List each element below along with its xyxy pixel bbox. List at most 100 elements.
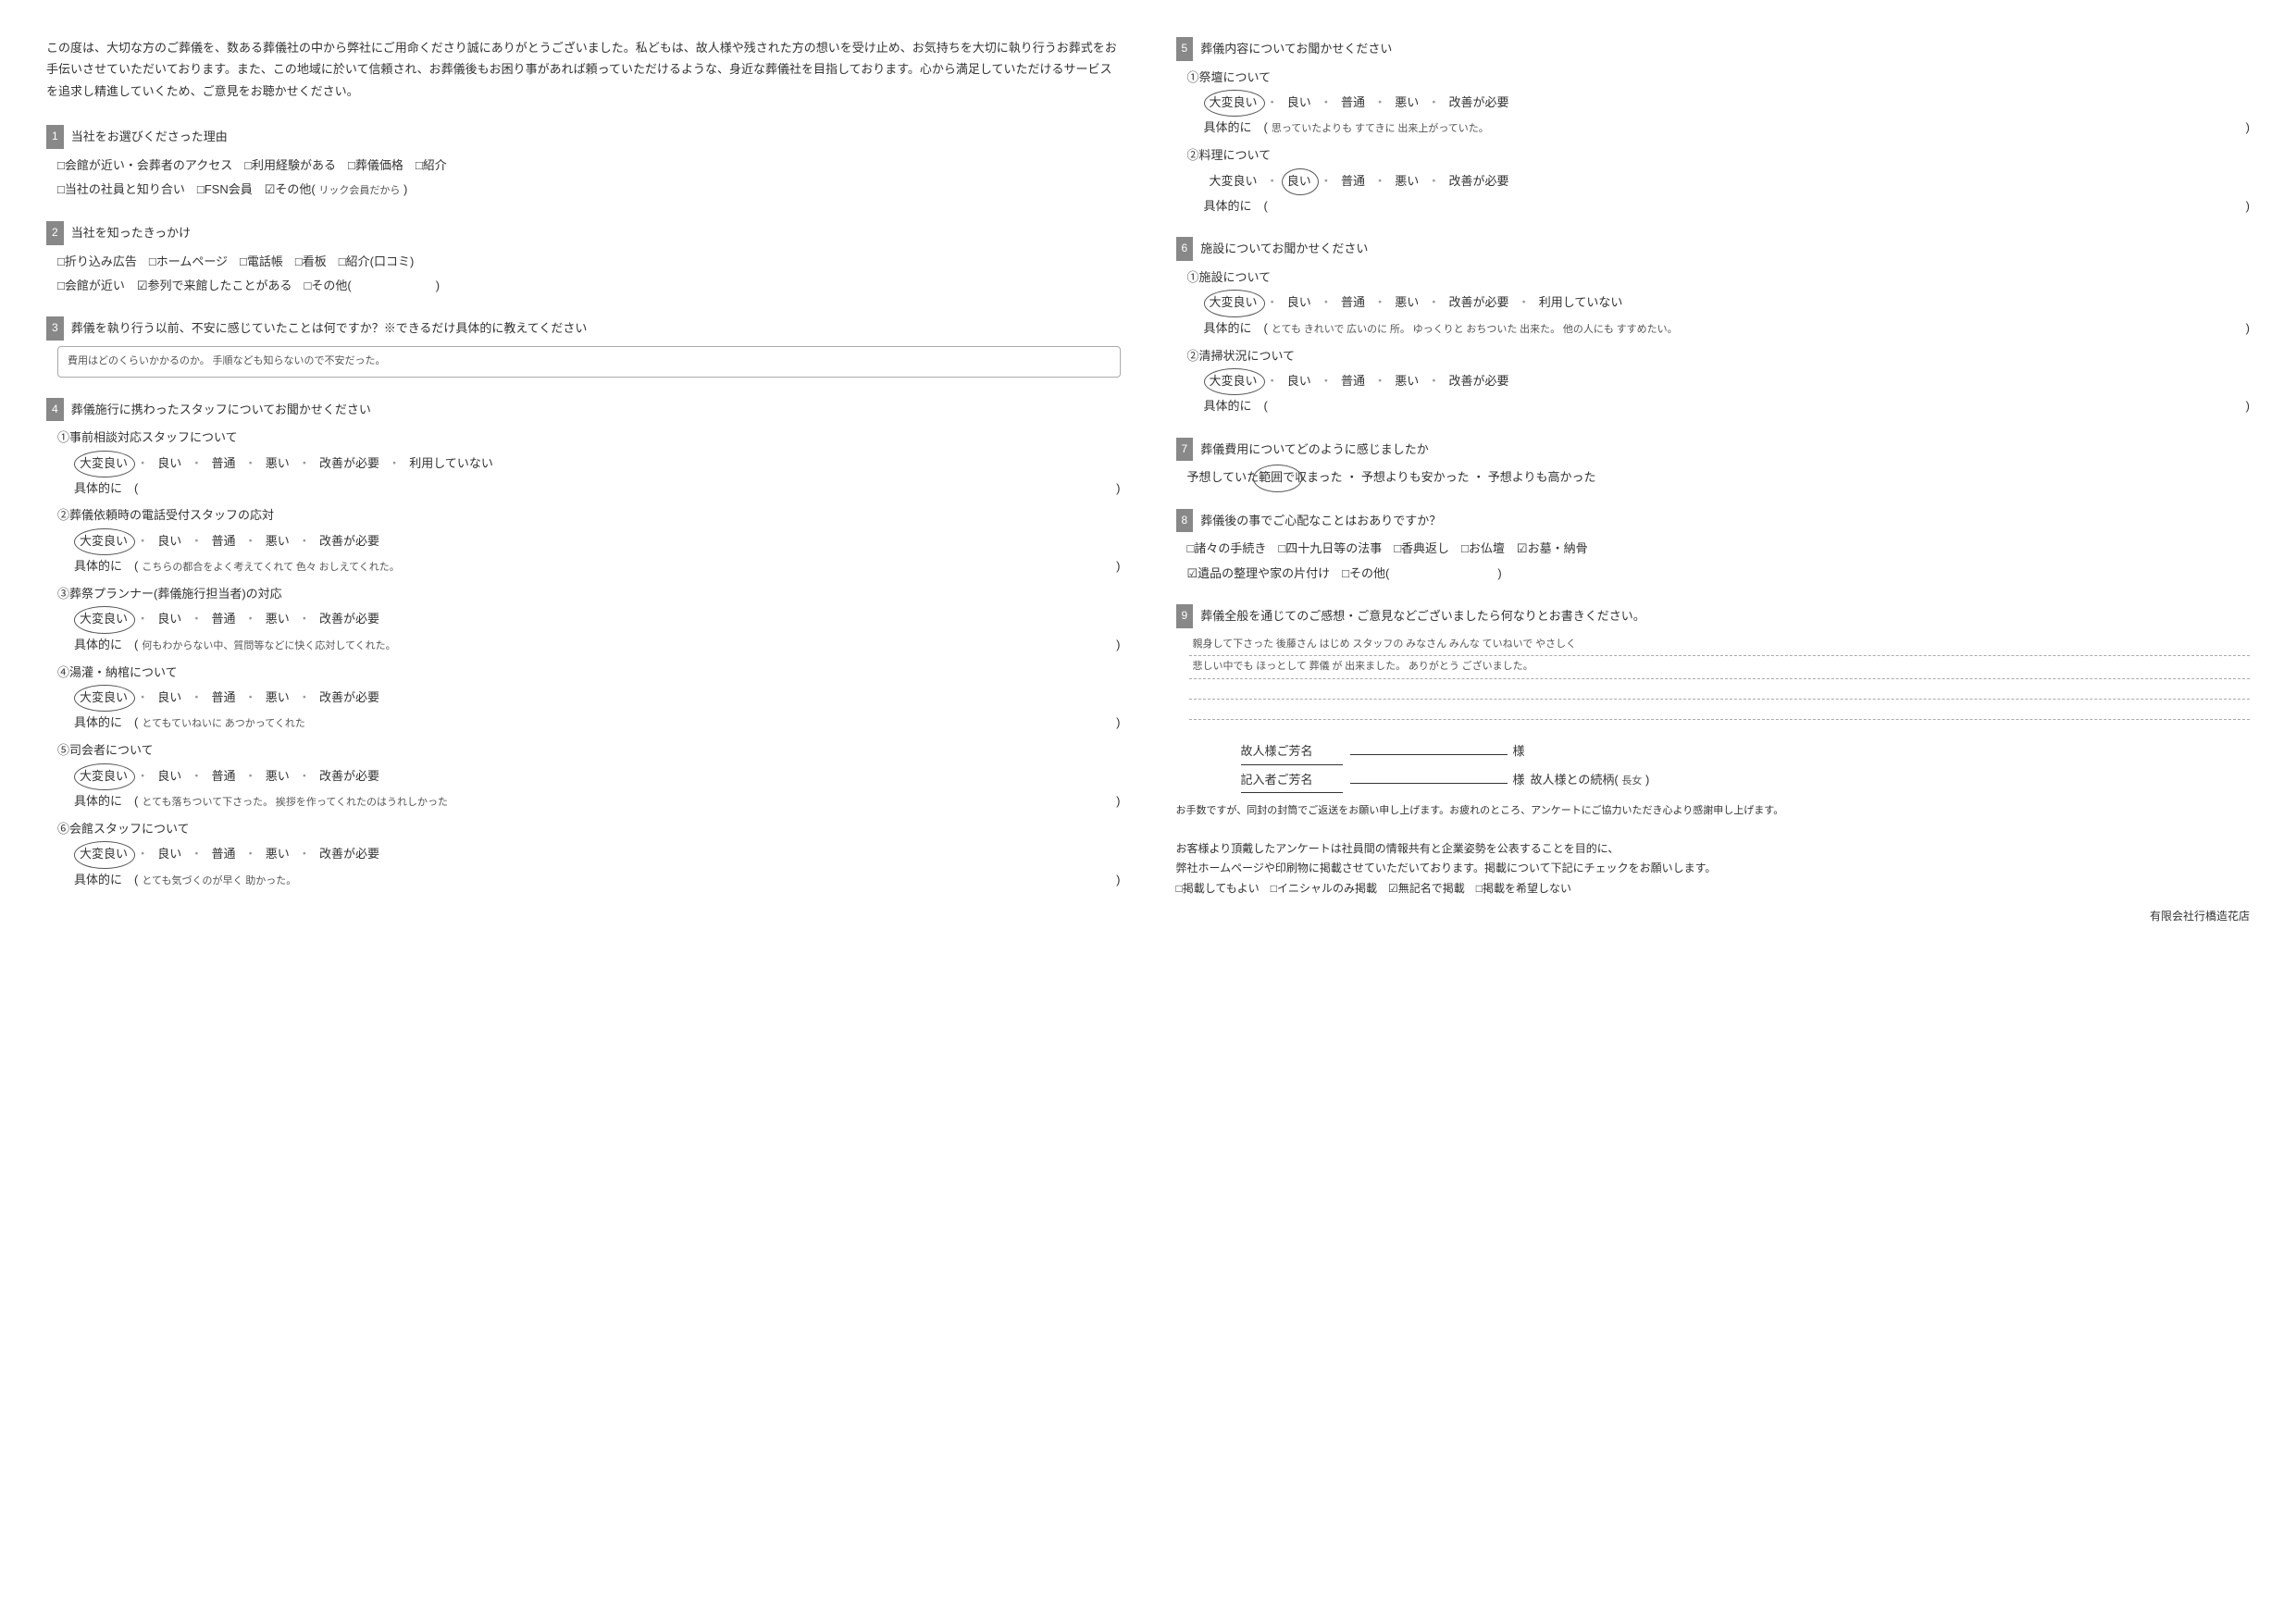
company-name: 有限会社行橋造花店 [1176,907,2251,927]
section-title-7: 葬儀費用についてどのように感じましたか [1200,439,1429,460]
q5-item-label-0: ①祭壇について [1187,67,2251,88]
relation-label: 故人様との続柄( 長女 ) [1531,769,1650,791]
q4-rating-3-4: 改善が必要 [319,690,379,704]
q4-ratings-4: 大変良い ・ 良い ・ 普通 ・ 悪い ・ 改善が必要 [57,765,1121,787]
q6-rating-1-4: 改善が必要 [1449,374,1509,388]
q4-rating-3-3: 悪い [266,690,290,704]
q4-rating-0-0: 大変良い [80,452,128,474]
q6-item-0: ①施設について大変良い ・ 良い ・ 普通 ・ 悪い ・ 改善が必要 ・ 利用し… [1187,267,2251,340]
intro-text: この度は、大切な方のご葬儀を、数ある葬儀社の中から弊社にご用命くださり誠にありが… [46,37,1121,102]
q5-ratings-0: 大変良い ・ 良い ・ 普通 ・ 悪い ・ 改善が必要 [1187,92,2251,113]
q4-rating-1-4: 改善が必要 [319,534,379,548]
section-9: 9 葬儀全般を通じてのご感想・ご意見などございましたら何なりとお書きください。 … [1176,604,2251,720]
q2-line2: □会館が近い ☑参列で来館したことがある □その他( ) [46,275,1121,296]
q6-rating-0-4: 改善が必要 [1449,295,1509,309]
section-num-6: 6 [1176,237,1194,261]
q5-rating-0-0: 大変良い [1210,92,1258,113]
q6-item-1: ②清掃状況について大変良い ・ 良い ・ 普通 ・ 悪い ・ 改善が必要具体的に… [1187,345,2251,417]
q4-item-label-4: ⑤司会者について [57,739,1121,761]
suffix-sama-2: 様 [1513,769,1525,790]
q6-item-label-1: ②清掃状況について [1187,345,2251,366]
q4-rating-5-0: 大変良い [80,843,128,864]
q4-item-1: ②葬儀依頼時の電話受付スタッフの応対大変良い ・ 良い ・ 普通 ・ 悪い ・ … [57,504,1121,577]
q4-rating-2-2: 普通 [212,612,236,626]
q4-detail-text-5: とても気づくのが早く 助かった。 [142,873,1116,891]
q6-rating-1-2: 普通 [1341,374,1365,388]
q4-rating-4-4: 改善が必要 [319,769,379,783]
writer-name-field [1350,781,1508,784]
return-note: お手数ですが、同封の封筒でご返送をお願い申し上げます。お疲れのところ、アンケート… [1176,802,2251,821]
q4-rating-4-0: 大変良い [80,765,128,787]
q3-note: 費用はどのくらいかかるのか。 手順なども知らないので不安だった。 [57,346,1121,378]
q6-detail-1: 具体的に () [1187,395,2251,416]
section-num-4: 4 [46,398,64,422]
q8-line2: ☑遺品の整理や家の片付け □その他( ) [1176,563,2251,584]
footer-line1: お客様より頂戴したアンケートは社員間の情報共有と企業姿勢を公表することを目的に、 [1176,839,2251,860]
q4-item-0: ①事前相談対応スタッフについて大変良い ・ 良い ・ 普通 ・ 悪い ・ 改善が… [57,427,1121,499]
q5-item-1: ②料理について大変良い ・ 良い ・ 普通 ・ 悪い ・ 改善が必要具体的に (… [1187,144,2251,217]
q6-rating-0-0: 大変良い [1210,291,1258,313]
q6-item-label-0: ①施設について [1187,267,2251,288]
q7-options: 予想していた範囲で収まった ・ 予想よりも安かった ・ 予想よりも高かった [1176,466,2251,488]
section-6: 6 施設についてお聞かせください ①施設について大変良い ・ 良い ・ 普通 ・… [1176,237,2251,416]
q1-line1: □会館が近い・会葬者のアクセス □利用経験がある □葬儀価格 □紹介 [46,155,1121,176]
q6-detail-text-0: とても きれいで 広いのに 所。 ゆっくりと おちついた 出来た。 他の人にも … [1272,321,2246,340]
q6-rating-1-0: 大変良い [1210,370,1258,391]
q4-item-label-1: ②葬儀依頼時の電話受付スタッフの応対 [57,504,1121,526]
q5-detail-1: 具体的に () [1187,195,2251,217]
q4-rating-1-1: 良い [157,534,181,548]
q6-rating-1-1: 良い [1287,374,1311,388]
q5-ratings-1: 大変良い ・ 良い ・ 普通 ・ 悪い ・ 改善が必要 [1187,170,2251,192]
q6-rating-0-3: 悪い [1395,295,1419,309]
q6-ratings-0: 大変良い ・ 良い ・ 普通 ・ 悪い ・ 改善が必要 ・ 利用していない [1187,291,2251,313]
q5-rating-1-4: 改善が必要 [1449,174,1509,188]
section-title-2: 当社を知ったきっかけ [71,222,191,243]
right-column: 5 葬儀内容についてお聞かせください ①祭壇について大変良い ・ 良い ・ 普通… [1176,37,2251,926]
q4-rating-5-3: 悪い [266,847,290,861]
q4-ratings-3: 大変良い ・ 良い ・ 普通 ・ 悪い ・ 改善が必要 [57,687,1121,708]
section-3: 3 葬儀を執り行う以前、不安に感じていたことは何ですか？※できるだけ具体的に教え… [46,316,1121,377]
q4-rating-4-1: 良い [157,769,181,783]
q5-rating-1-1: 良い [1287,170,1311,192]
section-title-9: 葬儀全般を通じてのご感想・ご意見などございましたら何なりとお書きください。 [1200,605,1645,626]
q4-rating-3-0: 大変良い [80,687,128,708]
q4-ratings-5: 大変良い ・ 良い ・ 普通 ・ 悪い ・ 改善が必要 [57,843,1121,864]
section-title-6: 施設についてお聞かせください [1200,238,1368,259]
q5-item-0: ①祭壇について大変良い ・ 良い ・ 普通 ・ 悪い ・ 改善が必要具体的に (… [1187,67,2251,140]
footer-line2: 弊社ホームページや印刷物に掲載させていただいております。掲載について下記にチェッ… [1176,859,2251,879]
signature-block: 故人様ご芳名 様 記入者ご芳名 様 故人様との続柄( 長女 ) [1176,740,2251,793]
q4-item-3: ④湯灌・納棺について大変良い ・ 良い ・ 普通 ・ 悪い ・ 改善が必要具体的… [57,662,1121,735]
q9-line-0: 親身して下さった 後藤さん はじめ スタッフの みなさん みんな ていねいで や… [1189,634,2251,657]
q4-rating-4-3: 悪い [266,769,290,783]
footer-block: お客様より頂戴したアンケートは社員間の情報共有と企業姿勢を公表することを目的に、… [1176,839,2251,899]
q4-rating-1-0: 大変良い [80,530,128,552]
q5-detail-0: 具体的に (思っていたよりも すてきに 出来上がっていた。) [1187,117,2251,139]
section-num-3: 3 [46,316,64,341]
q4-rating-5-2: 普通 [212,847,236,861]
q4-detail-4: 具体的に (とても落ちついて下さった。 挨拶を作ってくれたのはうれしかった) [57,790,1121,812]
section-1: 1 当社をお選びくださった理由 □会館が近い・会葬者のアクセス □利用経験がある… [46,125,1121,201]
section-title-3: 葬儀を執り行う以前、不安に感じていたことは何ですか？※できるだけ具体的に教えてく… [71,317,588,339]
q6-rating-0-5: 利用していない [1539,295,1623,309]
suffix-sama-1: 様 [1513,740,1525,762]
q7-circled: 範囲で [1259,466,1295,488]
q6-ratings-1: 大変良い ・ 良い ・ 普通 ・ 悪い ・ 改善が必要 [1187,370,2251,391]
section-5: 5 葬儀内容についてお聞かせください ①祭壇について大変良い ・ 良い ・ 普通… [1176,37,2251,217]
q4-rating-0-2: 普通 [212,456,236,470]
section-title-4: 葬儀施行に携わったスタッフについてお聞かせください [71,399,371,420]
q4-item-label-0: ①事前相談対応スタッフについて [57,427,1121,448]
q4-rating-3-1: 良い [157,690,181,704]
q4-detail-0: 具体的に () [57,477,1121,499]
section-num-1: 1 [46,125,64,149]
q4-detail-1: 具体的に (こちらの都合をよく考えてくれて 色々 おしえてくれた。) [57,555,1121,577]
q1-other-handwritten: リック会員だから [318,185,400,196]
q4-rating-1-3: 悪い [266,534,290,548]
section-num-7: 7 [1176,438,1194,462]
q4-item-2: ③葬祭プランナー(葬儀施行担当者)の対応大変良い ・ 良い ・ 普通 ・ 悪い … [57,583,1121,656]
section-num-5: 5 [1176,37,1194,61]
q4-rating-5-4: 改善が必要 [319,847,379,861]
section-8: 8 葬儀後の事でご心配なことはおありですか？ □諸々の手続き □四十九日等の法事… [1176,509,2251,584]
q4-rating-2-0: 大変良い [80,608,128,629]
q4-item-label-3: ④湯灌・納棺について [57,662,1121,683]
footer-line3: □掲載してもよい □イニシャルのみ掲載 ☑無記名で掲載 □掲載を希望しない [1176,879,2251,899]
